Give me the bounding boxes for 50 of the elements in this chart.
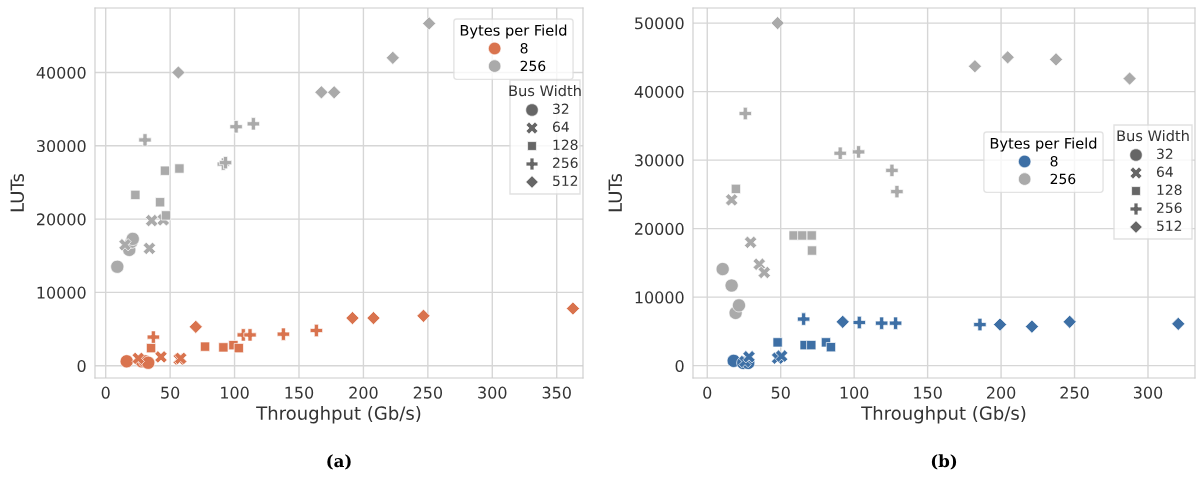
legend-title: Bytes per Field bbox=[990, 137, 1097, 152]
annotation: 32 bbox=[553, 103, 569, 115]
x-tick-label: 350 bbox=[542, 386, 571, 399]
x-tick-label: 300 bbox=[478, 386, 507, 399]
legend-label: 256 bbox=[1050, 173, 1076, 185]
y-tick-label: 10000 bbox=[37, 286, 86, 299]
x-tick-label: 200 bbox=[987, 386, 1016, 399]
legend-label: 256 bbox=[520, 60, 546, 72]
annotation: 256 bbox=[1157, 202, 1182, 214]
annotation: 128 bbox=[1157, 184, 1182, 196]
annotation: 512 bbox=[553, 175, 578, 187]
x-tick-label: 0 bbox=[703, 386, 712, 399]
x-tick-label: 100 bbox=[840, 386, 869, 399]
legend-label: 8 bbox=[520, 43, 528, 54]
legend-label: 8 bbox=[1050, 156, 1058, 167]
x-tick-label: 300 bbox=[1133, 386, 1163, 399]
y-tick-label: 0 bbox=[675, 359, 684, 372]
y-tick-label: 20000 bbox=[37, 213, 86, 226]
y-tick-label: 40000 bbox=[36, 66, 86, 79]
y-tick-label: 30000 bbox=[635, 154, 684, 167]
text: (a) bbox=[327, 454, 351, 470]
x-tick-label: 250 bbox=[1060, 386, 1089, 399]
y-axis-title: LUTs bbox=[608, 173, 623, 212]
y-tick-label: 50000 bbox=[635, 17, 684, 30]
y-tick-label: 20000 bbox=[635, 222, 684, 235]
x-tick-label: 250 bbox=[413, 386, 443, 399]
y-tick-label: 40000 bbox=[634, 85, 684, 98]
annotation: Bus Width bbox=[509, 84, 581, 97]
x-tick-label: 150 bbox=[285, 386, 314, 399]
y-tick-label: 30000 bbox=[37, 140, 86, 153]
x-tick-label: 50 bbox=[161, 386, 180, 399]
legend-title: Bytes per Field bbox=[460, 24, 567, 39]
y-tick-label: 0 bbox=[77, 359, 86, 372]
x-axis-title: Throughput (Gb/s) bbox=[256, 405, 421, 424]
x-axis-title: Throughput (Gb/s) bbox=[861, 405, 1026, 424]
annotation: 32 bbox=[1157, 148, 1173, 160]
y-tick-label: 10000 bbox=[635, 291, 684, 304]
annotation: 64 bbox=[1156, 166, 1173, 178]
annotation: 256 bbox=[553, 157, 578, 169]
annotation: Bus Width bbox=[1117, 129, 1189, 142]
annotation: 128 bbox=[553, 139, 578, 151]
x-tick-label: 200 bbox=[349, 386, 378, 399]
y-axis-title: LUTs bbox=[10, 173, 25, 212]
x-tick-label: 0 bbox=[101, 386, 110, 399]
annotation: 512 bbox=[1157, 220, 1182, 232]
annotation: 64 bbox=[552, 121, 569, 133]
x-tick-label: 100 bbox=[221, 386, 249, 399]
x-tick-label: 50 bbox=[771, 386, 790, 399]
text: (b) bbox=[931, 454, 957, 470]
x-tick-label: 150 bbox=[914, 386, 942, 399]
